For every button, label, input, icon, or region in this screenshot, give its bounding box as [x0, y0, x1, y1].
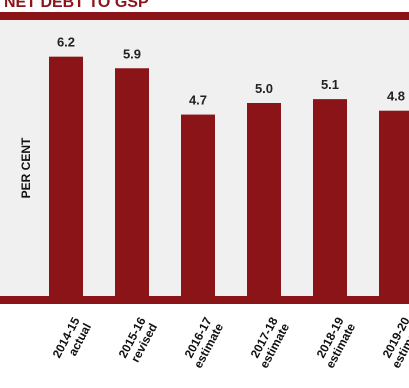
data-label-2015-16: 5.9 — [123, 46, 141, 61]
data-label-2016-17: 4.7 — [189, 93, 207, 108]
data-label-2014-15: 6.2 — [57, 35, 75, 50]
bar-2018-19 — [313, 99, 347, 296]
bar-2019-20 — [379, 110, 409, 296]
bar-2015-16 — [115, 68, 149, 297]
baseline-band — [0, 296, 409, 304]
bar-2016-17 — [181, 114, 215, 296]
top-band — [0, 12, 409, 20]
bar-2017-18 — [247, 102, 281, 296]
data-label-2017-18: 5.0 — [255, 81, 273, 96]
data-label-2019-20: 4.8 — [387, 89, 405, 104]
chart-title: NET DEBT TO GSP — [4, 0, 149, 11]
data-label-2018-19: 5.1 — [321, 77, 339, 92]
bar-2014-15 — [49, 56, 83, 297]
